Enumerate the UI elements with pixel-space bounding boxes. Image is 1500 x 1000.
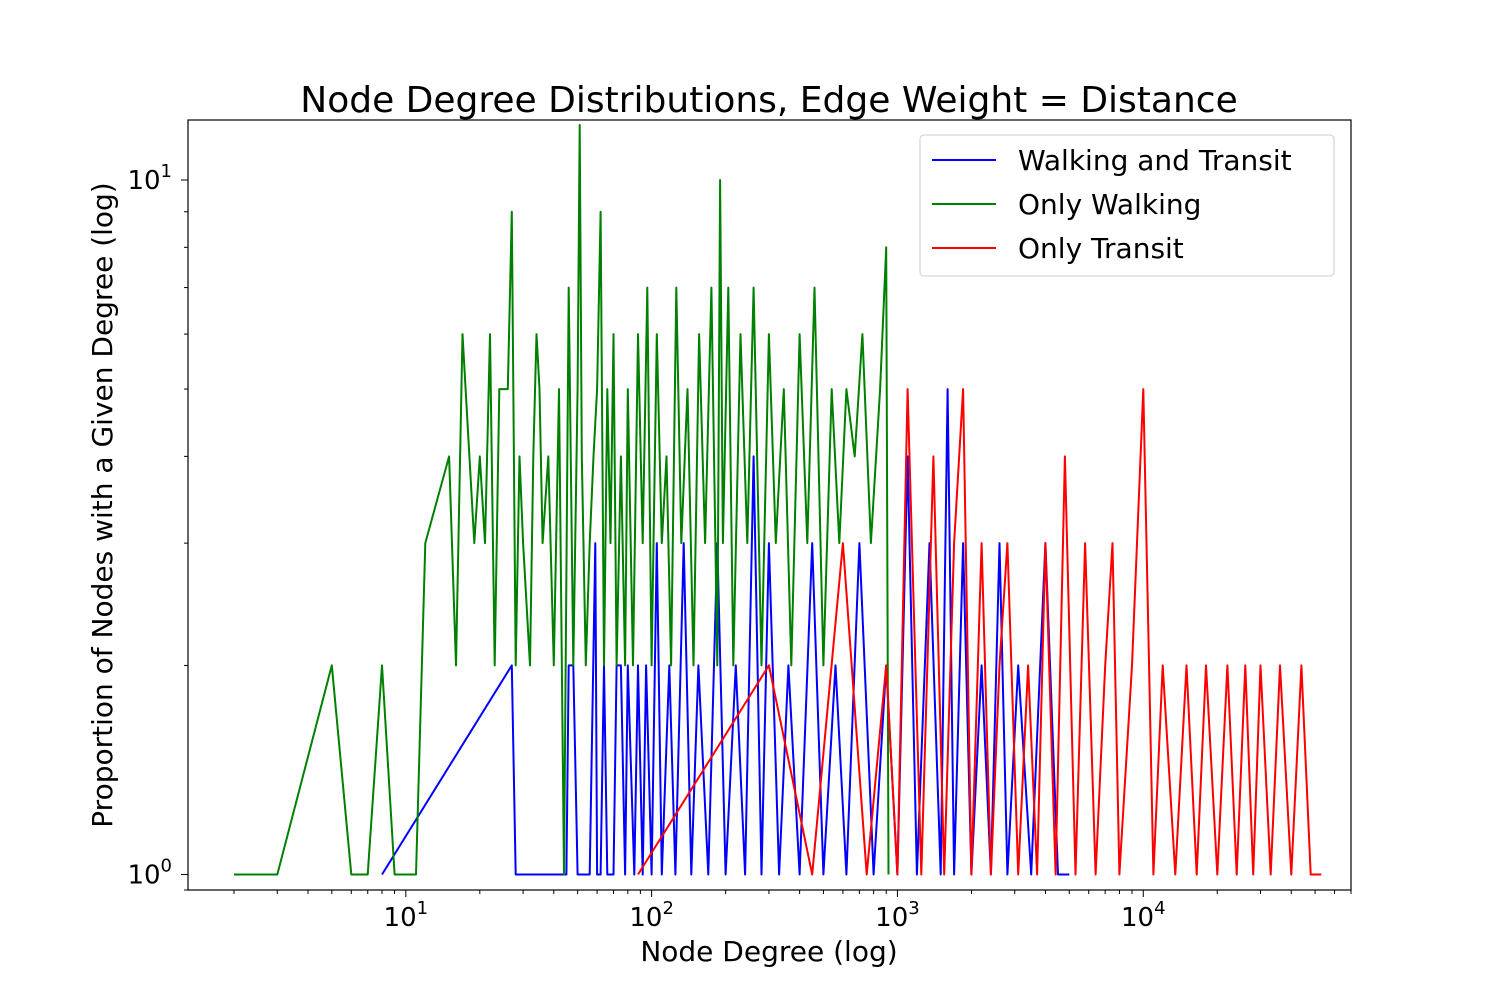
legend-items: Walking and Transit Only Walking Only Tran… bbox=[932, 144, 1292, 265]
y-axis-label: Proportion of Nodes with a Given Degree … bbox=[86, 182, 119, 827]
y-tick-label: 100 bbox=[127, 856, 172, 891]
plot-frame bbox=[187, 119, 1352, 891]
y-axis-ticks: 100 101 bbox=[127, 161, 188, 891]
series-line-2 bbox=[637, 388, 1322, 876]
legend-label-1: Only Walking bbox=[1018, 188, 1201, 221]
series-layer bbox=[234, 124, 1322, 876]
x-axis-ticks: 101 102 103 104 bbox=[233, 890, 1352, 933]
x-tick-label: 103 bbox=[875, 898, 920, 933]
y-tick-label: 101 bbox=[127, 161, 172, 196]
legend-label-0: Walking and Transit bbox=[1018, 144, 1292, 177]
x-tick-label: 104 bbox=[1121, 898, 1166, 933]
x-tick-label: 102 bbox=[629, 898, 674, 933]
legend-label-2: Only Transit bbox=[1018, 232, 1184, 265]
legend-box bbox=[919, 134, 1335, 277]
chart-title: Node Degree Distributions, Edge Weight =… bbox=[300, 80, 1237, 121]
x-axis-label: Node Degree (log) bbox=[640, 935, 897, 968]
x-tick-label: 101 bbox=[384, 898, 429, 933]
series-line-1 bbox=[234, 124, 890, 876]
legend: Walking and Transit Only Walking Only Tran… bbox=[919, 134, 1335, 277]
series-line-0 bbox=[381, 388, 1070, 876]
